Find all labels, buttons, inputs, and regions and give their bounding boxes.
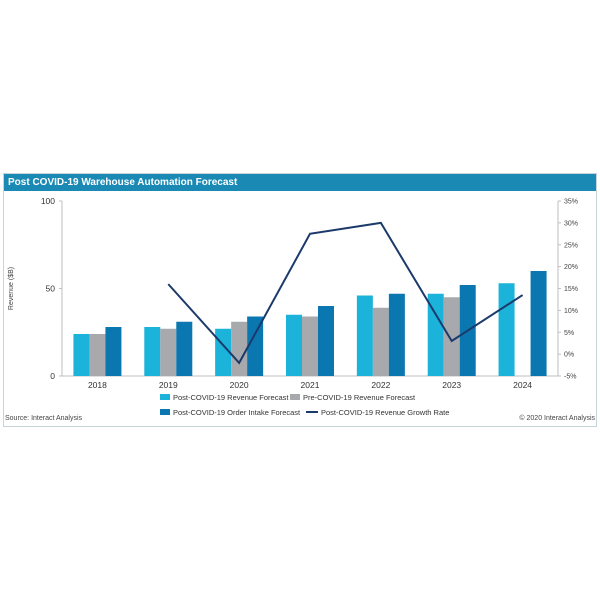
bar-post-revenue (427, 293, 444, 376)
x-tick-label: 2019 (159, 380, 178, 390)
bar-post-revenue (286, 314, 302, 376)
legend-label-3: Post-COVID-19 Revenue Growth Rate (321, 408, 449, 417)
y2-tick-label: 5% (564, 330, 574, 337)
x-tick-label: 2022 (371, 380, 390, 390)
bar-pre-revenue (372, 307, 389, 376)
bar-post-revenue (356, 295, 373, 376)
bar-pre-revenue (443, 297, 460, 376)
y2-tick-label: 20% (564, 264, 578, 271)
bar-order-intake (318, 306, 334, 376)
y-axis-label: Revenue ($B) (8, 267, 15, 310)
bar-order-intake (388, 293, 405, 376)
bar-order-intake (105, 327, 122, 376)
y2-tick-label: 10% (564, 308, 578, 315)
x-tick-label: 2023 (442, 380, 461, 390)
chart-title: Post COVID-19 Warehouse Automation Forec… (4, 174, 596, 191)
x-tick-label: 2020 (230, 380, 249, 390)
bar-order-intake (176, 321, 193, 376)
bar-post-revenue (73, 334, 90, 376)
bar-post-revenue (498, 283, 515, 376)
bar-post-revenue (144, 327, 161, 376)
legend-swatch-2 (160, 409, 170, 415)
bar-pre-revenue (89, 334, 106, 376)
bar-order-intake (530, 271, 547, 376)
y-tick-label: 0 (50, 371, 55, 381)
y2-tick-label: 35% (564, 199, 578, 206)
legend-label-0: Post-COVID-19 Revenue Forecast (173, 393, 289, 402)
bar-pre-revenue (160, 328, 177, 376)
y-tick-label: 50 (46, 284, 56, 294)
growth-rate-line (167, 221, 524, 365)
y2-tick-label: 25% (564, 242, 578, 249)
x-tick-label: 2018 (88, 380, 107, 390)
y2-tick-label: 15% (564, 286, 578, 293)
legend-swatch-0 (160, 394, 170, 400)
bar-pre-revenue (302, 316, 318, 376)
y2-tick-label: -5% (564, 374, 576, 381)
x-tick-label: 2021 (301, 380, 320, 390)
x-tick-label: 2024 (513, 380, 532, 390)
copyright-note: © 2020 Interact Analysis (519, 415, 595, 422)
source-note: Source: Interact Analysis (5, 415, 83, 422)
y2-tick-label: 30% (564, 220, 578, 227)
chart-frame: Post COVID-19 Warehouse Automation Forec… (3, 173, 597, 427)
bar-pre-revenue (231, 321, 248, 376)
y-tick-label: 100 (41, 196, 55, 206)
y2-tick-label: 0% (564, 352, 574, 359)
legend-label-1: Pre-COVID-19 Revenue Forecast (303, 393, 416, 402)
legend-label-2: Post-COVID-19 Order Intake Forecast (173, 408, 301, 417)
legend-swatch-1 (290, 394, 300, 400)
bar-order-intake (247, 316, 264, 376)
